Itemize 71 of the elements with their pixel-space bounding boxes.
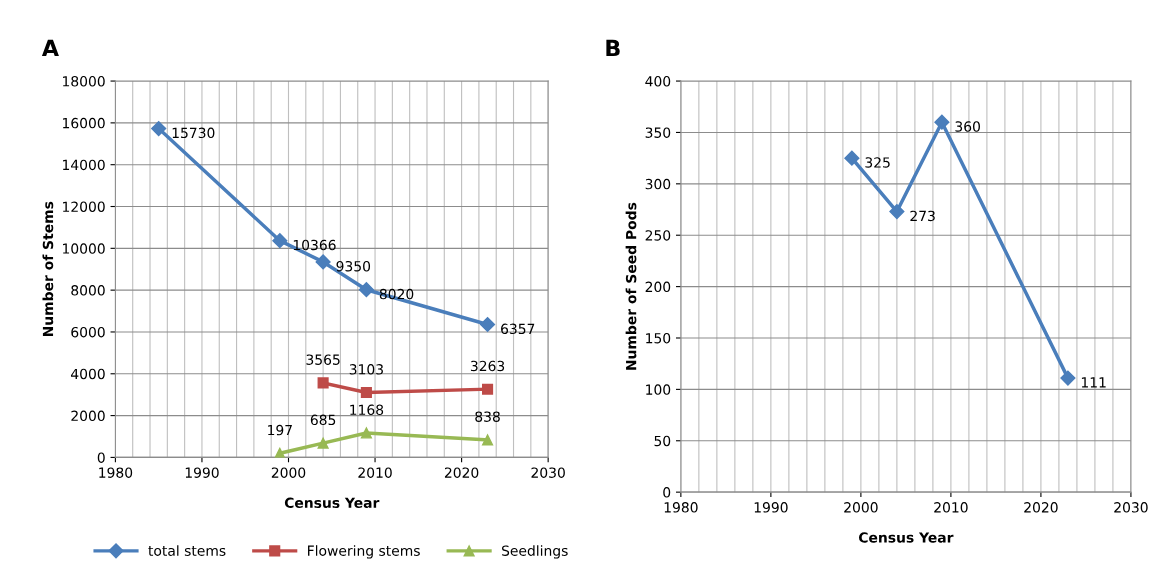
y-tick-label: 14000 bbox=[63, 159, 105, 171]
y-tick-label: 400 bbox=[645, 76, 671, 87]
y-tick-label: 8000 bbox=[71, 285, 105, 296]
x-tick-label: 2000 bbox=[844, 502, 878, 513]
legend-label: Flowering stems bbox=[308, 545, 420, 559]
y-tick-label: 50 bbox=[654, 435, 671, 447]
y-tick-label: 0 bbox=[663, 487, 671, 498]
point bbox=[272, 233, 288, 249]
data-label: 685 bbox=[310, 414, 336, 426]
legend-label: Seedlings bbox=[501, 545, 568, 559]
y-tick-label: 200 bbox=[645, 281, 671, 293]
data-label: 8020 bbox=[379, 288, 414, 300]
point bbox=[151, 120, 167, 137]
y-tick-label: 2000 bbox=[71, 410, 105, 422]
x-axis-title: Census Year bbox=[284, 497, 380, 508]
point bbox=[934, 114, 950, 130]
y-tick-label: 4000 bbox=[71, 368, 105, 380]
y-axis-title: Number of Stems bbox=[42, 201, 54, 337]
data-label: 10366 bbox=[293, 239, 336, 251]
y-tick-label: 300 bbox=[645, 178, 671, 190]
x-tick-label: 1990 bbox=[185, 467, 219, 478]
x-tick-label: 2020 bbox=[444, 467, 479, 478]
point bbox=[360, 386, 372, 399]
point bbox=[844, 150, 860, 166]
y-tick-label: 150 bbox=[646, 332, 671, 344]
x-tick-label: 2020 bbox=[1024, 502, 1058, 513]
x-tick-label: 2010 bbox=[934, 502, 968, 513]
y-tick-label: 16000 bbox=[63, 117, 105, 129]
x-tick-label: 2030 bbox=[531, 467, 565, 478]
x-tick-label: 1980 bbox=[99, 467, 133, 478]
y-tick-label: 10000 bbox=[63, 243, 105, 254]
y-tick-label: 18000 bbox=[63, 76, 105, 87]
y-tick-label: 12000 bbox=[63, 201, 105, 212]
point bbox=[479, 316, 496, 333]
data-label: 838 bbox=[475, 411, 500, 422]
x-tick-label: 2010 bbox=[358, 467, 392, 478]
data-label: 3263 bbox=[470, 360, 505, 372]
point bbox=[889, 204, 905, 220]
data-label: 3565 bbox=[306, 354, 340, 365]
data-label: 325 bbox=[865, 157, 890, 168]
data-label: 273 bbox=[910, 210, 935, 222]
data-label: 15730 bbox=[172, 127, 215, 139]
x-tick-label: 2000 bbox=[271, 467, 306, 478]
y-tick-label: 0 bbox=[97, 452, 105, 463]
point bbox=[317, 437, 329, 449]
chart-title: A bbox=[41, 39, 59, 57]
point bbox=[317, 377, 329, 389]
point bbox=[482, 383, 494, 395]
x-tick-label: 1980 bbox=[664, 502, 698, 513]
point bbox=[315, 254, 331, 270]
x-tick-label: 1990 bbox=[754, 502, 788, 513]
y-tick-label: 100 bbox=[646, 384, 671, 395]
point bbox=[360, 427, 372, 439]
y-tick-label: 250 bbox=[645, 230, 671, 241]
data-label: 6357 bbox=[501, 323, 535, 335]
point bbox=[482, 434, 494, 446]
point bbox=[1060, 370, 1076, 386]
data-label: 1168 bbox=[350, 404, 384, 416]
legend-label: total stems bbox=[148, 545, 226, 556]
chart-title: B bbox=[606, 39, 620, 57]
point bbox=[358, 282, 374, 298]
y-tick-label: 350 bbox=[645, 127, 671, 138]
data-label: 111 bbox=[1081, 377, 1106, 388]
x-tick-label: 2030 bbox=[1114, 502, 1148, 513]
x-axis-title: Census Year bbox=[858, 532, 954, 543]
data-label: 360 bbox=[955, 121, 980, 132]
data-label: 9350 bbox=[336, 261, 371, 272]
y-axis-title: Number of Seed Pods bbox=[625, 202, 637, 370]
data-label: 197 bbox=[268, 424, 292, 436]
data-label: 3103 bbox=[349, 364, 383, 375]
y-tick-label: 6000 bbox=[71, 326, 105, 338]
